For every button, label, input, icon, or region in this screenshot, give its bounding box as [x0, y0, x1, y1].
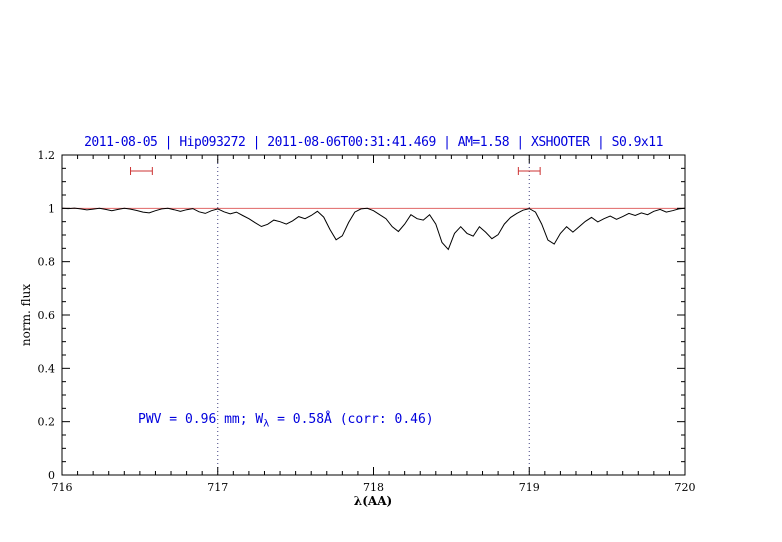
x-tick-label: 720: [675, 481, 696, 494]
y-tick-label: 0.8: [38, 256, 56, 269]
pwv-annotation-prefix: PWV = 0.96 mm; W: [138, 412, 264, 427]
plot-title: 2011-08-05 | Hip093272 | 2011-08-06T00:3…: [84, 135, 663, 150]
y-tick-label: 0.4: [38, 362, 56, 375]
y-tick-label: 1.2: [38, 149, 56, 162]
y-tick-label: 1: [48, 202, 55, 215]
y-axis-label: norm. flux: [19, 283, 33, 347]
x-tick-label: 717: [207, 481, 228, 494]
pwv-annotation: PWV = 0.96 mm; Wλ = 0.58Å (corr: 0.46): [138, 412, 434, 430]
y-tick-label: 0.2: [38, 416, 56, 429]
x-tick-label: 716: [52, 481, 73, 494]
pwv-annotation-lambda-subscript: λ: [263, 418, 270, 430]
x-axis-label: λ(AA): [353, 494, 393, 508]
x-tick-label: 718: [363, 481, 384, 494]
x-tick-label: 719: [519, 481, 540, 494]
y-tick-label: 0: [48, 469, 55, 482]
y-tick-label: 0.6: [38, 309, 56, 322]
pwv-annotation-suffix: = 0.58Å (corr: 0.46): [269, 412, 434, 427]
spectrum-line: [61, 207, 686, 251]
